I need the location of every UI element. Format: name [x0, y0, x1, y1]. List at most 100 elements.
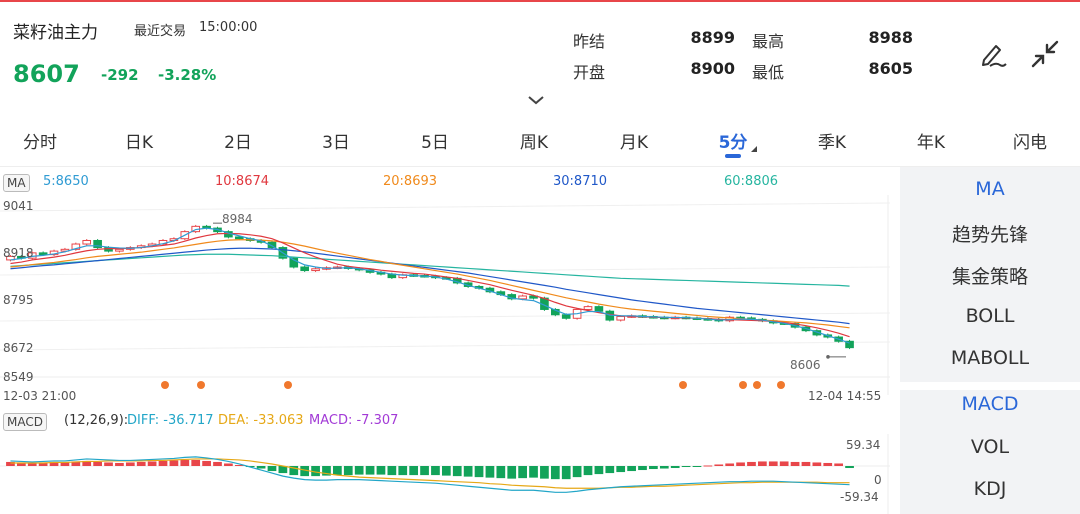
- tab-dropdown-icon[interactable]: [751, 146, 757, 152]
- tab-4[interactable]: 5日: [421, 133, 449, 153]
- macd-bar: [790, 461, 800, 466]
- macd-bar: [605, 466, 615, 474]
- macd-bar: [463, 466, 473, 477]
- y-label-4: 8672: [3, 341, 34, 355]
- indicator-maboll[interactable]: MABOLL: [950, 347, 1030, 369]
- macd-dea-legend: DEA: -33.063: [218, 413, 304, 428]
- indicator-boll[interactable]: BOLL: [965, 305, 1015, 327]
- candle-body: [311, 268, 320, 272]
- min-marker-dot: [826, 355, 830, 359]
- signal-dot: [161, 381, 169, 389]
- candle-body: [289, 257, 299, 268]
- indicator-panel-divider: [900, 382, 1080, 390]
- tab-9[interactable]: 年K: [916, 133, 946, 153]
- indicator-vol[interactable]: VOL: [970, 436, 1010, 458]
- indicator-macd[interactable]: MACD: [961, 393, 1019, 415]
- macd-bar: [529, 466, 538, 478]
- macd-bar: [93, 461, 102, 466]
- chevron-down-icon: [528, 96, 544, 105]
- macd-bar: [681, 466, 691, 468]
- x-label-start: 12-03 21:00: [3, 389, 77, 403]
- macd-bar: [692, 466, 702, 467]
- candle-body: [594, 306, 604, 312]
- open-value: 8900: [690, 59, 735, 78]
- candle-body: [71, 243, 81, 250]
- ma30-legend: 30:8710: [553, 174, 608, 189]
- tab-3[interactable]: 3日: [322, 133, 350, 153]
- macd-bar: [115, 462, 124, 466]
- macd-bar: [278, 466, 288, 474]
- macd-bar: [812, 462, 822, 466]
- ma5-line: [10, 227, 850, 344]
- macd-bar: [147, 461, 157, 466]
- ma60-line: [10, 253, 850, 287]
- ma20-line: [10, 239, 850, 329]
- macd-bar: [354, 466, 364, 475]
- macd-bar: [561, 466, 571, 480]
- ma-pill[interactable]: MA: [3, 174, 30, 192]
- macd-bar: [736, 462, 745, 466]
- y-label-2: 8918: [3, 246, 34, 260]
- gridline: [0, 341, 890, 351]
- macd-y-bottom: -59.34: [840, 490, 879, 504]
- draw-tool-button[interactable]: [978, 38, 1010, 70]
- tab-0[interactable]: 分时: [23, 133, 57, 153]
- macd-chart[interactable]: [0, 434, 890, 514]
- tab-6[interactable]: 月K: [619, 133, 649, 153]
- macd-bar: [180, 459, 190, 466]
- signal-dot: [777, 381, 785, 389]
- tab-1[interactable]: 日K: [124, 133, 154, 153]
- collapse-button[interactable]: [1029, 38, 1061, 70]
- max-price-label: 8984: [222, 212, 253, 226]
- macd-bar: [6, 461, 15, 466]
- indicator-ma[interactable]: MA: [975, 178, 1005, 200]
- ma20-legend: 20:8693: [383, 174, 438, 189]
- gridline: [0, 266, 890, 276]
- expand-quote-button[interactable]: [527, 90, 545, 109]
- prev-close-value: 8899: [690, 28, 735, 47]
- macd-bar: [496, 466, 506, 479]
- macd_diff-line: [10, 456, 850, 493]
- macd-bar: [649, 466, 658, 470]
- macd-bar: [583, 466, 593, 476]
- macd-pill[interactable]: MACD: [3, 413, 47, 431]
- macd-bar: [638, 466, 647, 471]
- divider: [0, 166, 1080, 167]
- candle-body: [82, 239, 92, 245]
- macd-bar: [452, 466, 462, 477]
- tab-8[interactable]: 季K: [817, 133, 847, 153]
- macd-bar: [659, 466, 669, 469]
- gridline: [0, 312, 890, 322]
- macd-bar: [256, 466, 266, 469]
- macd-bar: [801, 461, 811, 466]
- tab-7[interactable]: 5分: [718, 133, 748, 153]
- macd-bar: [845, 466, 854, 469]
- tab-5[interactable]: 周K: [519, 133, 549, 153]
- open-label: 开盘: [573, 63, 606, 82]
- macd-bar: [213, 461, 222, 466]
- macd-bar: [82, 460, 92, 466]
- ma10-line: [10, 232, 850, 338]
- macd-bar: [27, 462, 37, 466]
- active-tab-underline: [725, 154, 741, 158]
- signal-dot: [284, 381, 292, 389]
- macd-bar: [169, 460, 179, 466]
- macd-bar: [376, 466, 386, 475]
- y-label-3: 8795: [3, 293, 34, 307]
- indicator-trend-pioneer[interactable]: 趋势先锋: [951, 224, 1028, 246]
- macd-bar: [136, 461, 146, 466]
- macd-bar: [441, 466, 451, 476]
- candle-body: [93, 239, 102, 249]
- candle-body: [583, 306, 593, 310]
- candle-body: [616, 316, 626, 321]
- indicator-fund-strategy[interactable]: 集金策略: [951, 266, 1028, 288]
- tab-10[interactable]: 闪电: [1013, 133, 1047, 153]
- tab-2[interactable]: 2日: [224, 133, 252, 153]
- macd-params: (12,26,9):: [64, 413, 129, 428]
- macd-bar: [779, 461, 789, 466]
- period-tabs: 分时 日K 2日 3日 5日 周K 月K 5分 季K 年K 闪电: [0, 118, 1080, 160]
- signal-dot: [679, 381, 687, 389]
- indicator-kdj[interactable]: KDJ: [973, 478, 1007, 500]
- kline-chart[interactable]: [0, 195, 890, 395]
- macd-bar: [191, 459, 201, 466]
